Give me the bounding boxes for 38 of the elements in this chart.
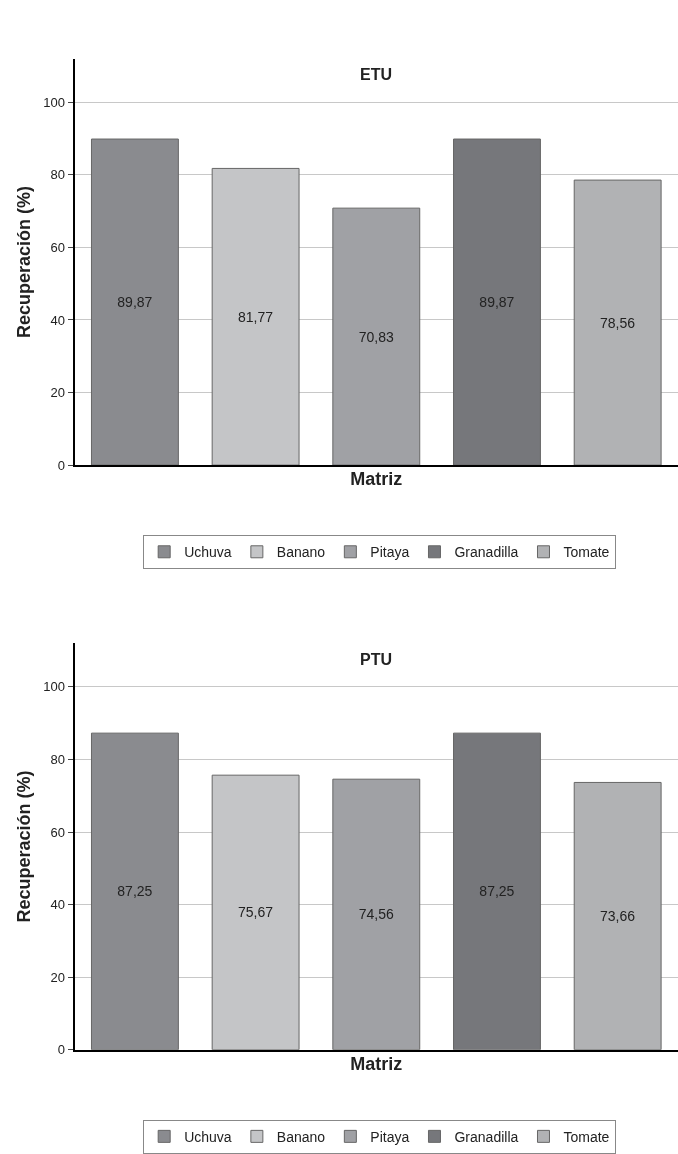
- data-label: 78,56: [600, 314, 636, 331]
- legend-label: Pitaya: [370, 1128, 410, 1145]
- text: PTU: [360, 651, 392, 668]
- y-tick-label: 100: [43, 94, 65, 110]
- data-label: 89,87: [117, 294, 153, 311]
- y-axis-title: Recuperación (%): [13, 185, 34, 338]
- chart-title: ETU: [360, 66, 392, 83]
- legend-label: Granadilla: [454, 544, 519, 561]
- data-label: 70,83: [358, 328, 394, 345]
- data-label: 87,25: [479, 883, 515, 900]
- y-tick-label: 60: [50, 239, 65, 255]
- data-label: 89,87: [479, 294, 515, 311]
- y-tick-label: 0: [57, 1042, 65, 1058]
- legend-label: Tomate: [563, 1128, 610, 1145]
- legend-label: Uchuva: [184, 1128, 232, 1145]
- y-tick-label: 100: [43, 679, 65, 695]
- y-tick-label: 0: [57, 457, 65, 473]
- y-tick-label: 80: [50, 752, 65, 767]
- y-tick-label: 80: [50, 167, 65, 183]
- y-tick-label: 40: [50, 312, 65, 328]
- data-label: 75,67: [237, 904, 274, 921]
- y-tick-label: 20: [50, 969, 65, 985]
- data-label: 74,56: [358, 906, 394, 923]
- y-tick-label: 20: [50, 385, 65, 401]
- y-tick-label: 40: [50, 897, 65, 913]
- y-axis-title: Recuperación (%): [13, 770, 34, 923]
- legend-label: Granadilla: [454, 1128, 519, 1145]
- legend-label: Uchuva: [184, 544, 232, 561]
- x-axis-title: Matriz: [350, 469, 403, 490]
- x-axis-title: Matriz: [350, 1053, 403, 1074]
- legend-label: Banano: [276, 544, 326, 561]
- legend-label: Banano: [276, 1128, 326, 1145]
- data-label: 81,77: [237, 308, 274, 325]
- data-label: 87,25: [117, 883, 153, 900]
- legend-label: Pitaya: [370, 544, 410, 561]
- y-tick-label: 60: [50, 824, 65, 840]
- legend-label: Tomate: [563, 544, 610, 561]
- data-label: 73,66: [600, 908, 636, 925]
